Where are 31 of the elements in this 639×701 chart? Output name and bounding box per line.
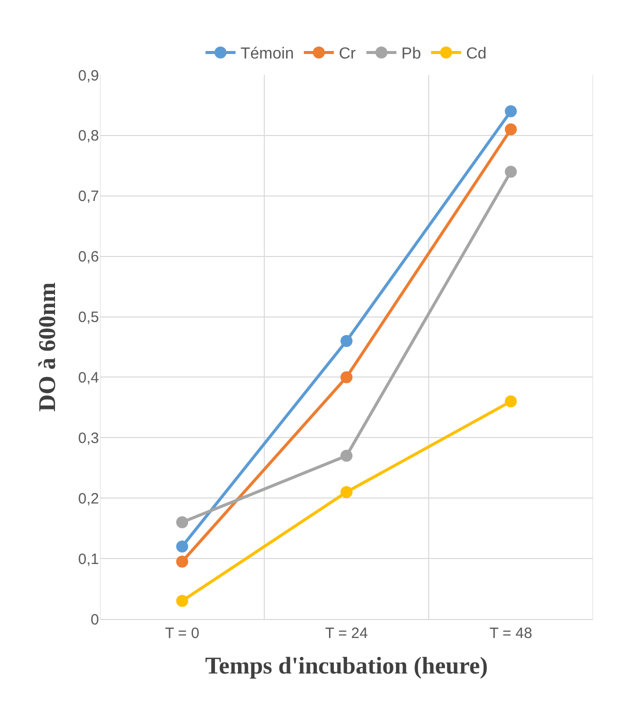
point xyxy=(340,450,352,462)
y-tick-label: 0,3 xyxy=(78,430,99,447)
y-tick-label: 0,8 xyxy=(78,128,99,145)
point xyxy=(176,594,188,607)
legend-label: Témoin xyxy=(240,46,294,63)
point xyxy=(504,166,517,178)
point xyxy=(340,334,352,347)
y-tick-label: 0,1 xyxy=(78,550,99,568)
y-axis-title: DO à 600nm xyxy=(35,282,62,412)
point xyxy=(504,123,517,136)
y-tick-label: 0,5 xyxy=(78,309,99,326)
x-tick-label: T = 48 xyxy=(489,625,532,642)
legend-label: Cr xyxy=(338,46,356,63)
y-tick-label: 0 xyxy=(90,611,99,628)
x-axis-title: Temps d'incubation (heure) xyxy=(205,653,488,680)
y-tick-label: 0,9 xyxy=(78,67,99,84)
y-tick-label: 0,7 xyxy=(78,188,99,206)
point xyxy=(504,105,517,118)
y-tick-label: 0,6 xyxy=(78,248,99,266)
x-tick-label: T = 0 xyxy=(165,625,200,642)
legend-label: Pb xyxy=(401,46,422,63)
point xyxy=(340,371,352,384)
point xyxy=(504,395,517,408)
legend-label: Cd xyxy=(466,46,487,63)
point xyxy=(340,486,352,498)
y-tick-label: 0,2 xyxy=(78,490,99,508)
y-tick-label: 0,4 xyxy=(78,369,99,386)
point xyxy=(176,540,188,552)
x-tick-label: T = 24 xyxy=(325,625,368,642)
point xyxy=(176,516,188,528)
point xyxy=(176,556,188,568)
